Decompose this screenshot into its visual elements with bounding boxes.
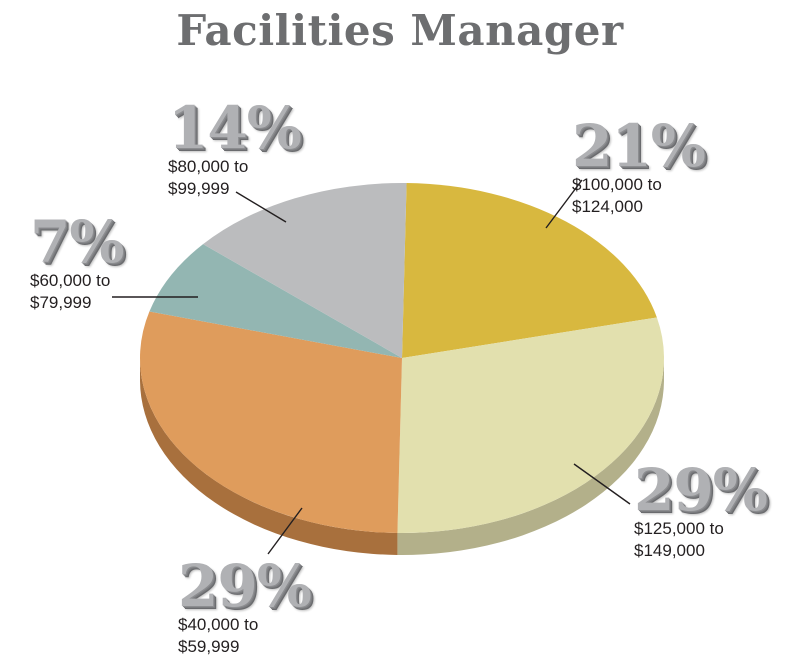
- pie-slice-100k-to-124k: [402, 183, 657, 358]
- slice-label-60k-79k: 7% $60,000 to $79,999: [30, 208, 124, 314]
- slice-percent-100k-124k: 21%: [572, 112, 706, 180]
- slice-label-125k-149k: 29% $125,000 to $149,000: [634, 456, 768, 562]
- slice-percent-80k-99k: 14%: [168, 94, 302, 162]
- slice-percent-40k-59k: 29%: [178, 552, 312, 620]
- slice-label-40k-59k: 29% $40,000 to $59,999: [178, 552, 312, 658]
- pie-slice-40k-to-59k: [139, 311, 402, 533]
- pie-side-125k-to-149k: [397, 358, 664, 555]
- leader-line-80k-to-99k: [235, 191, 287, 223]
- slice-range-line1-100k-124k: $100,000 to: [572, 175, 662, 194]
- slice-range-line2-125k-149k: $149,000: [634, 541, 705, 560]
- slice-range-line1-80k-99k: $80,000 to: [168, 157, 249, 176]
- slice-range-line2-40k-59k: $59,999: [178, 637, 240, 656]
- slice-range-line2-80k-99k: $99,999: [168, 179, 230, 198]
- slice-range-line1-40k-59k: $40,000 to: [178, 615, 259, 634]
- pie-side-40k-to-59k: [140, 358, 398, 555]
- slice-range-line1-125k-149k: $125,000 to: [634, 519, 724, 538]
- pie-slice-125k-to-149k: [397, 317, 664, 533]
- slice-label-80k-99k: 14% $80,000 to $99,999: [168, 94, 302, 200]
- pie-slice-60k-to-79k: [149, 244, 402, 358]
- chart-title: Facilities Manager: [176, 6, 624, 55]
- slice-percent-125k-149k: 29%: [634, 456, 768, 524]
- slice-range-line2-60k-79k: $79,999: [30, 293, 92, 312]
- slice-range-line1-60k-79k: $60,000 to: [30, 271, 111, 290]
- pie-slice-80k-to-99k: [203, 183, 407, 358]
- leader-line-125k-to-149k: [573, 463, 631, 505]
- leader-line-100k-to-124k: [545, 179, 583, 229]
- slice-range-line2-100k-124k: $124,000: [572, 197, 643, 216]
- slice-label-100k-124k: 21% $100,000 to $124,000: [572, 112, 706, 218]
- slice-percent-60k-79k: 7%: [30, 208, 124, 276]
- leader-line-40k-to-59k: [267, 507, 303, 555]
